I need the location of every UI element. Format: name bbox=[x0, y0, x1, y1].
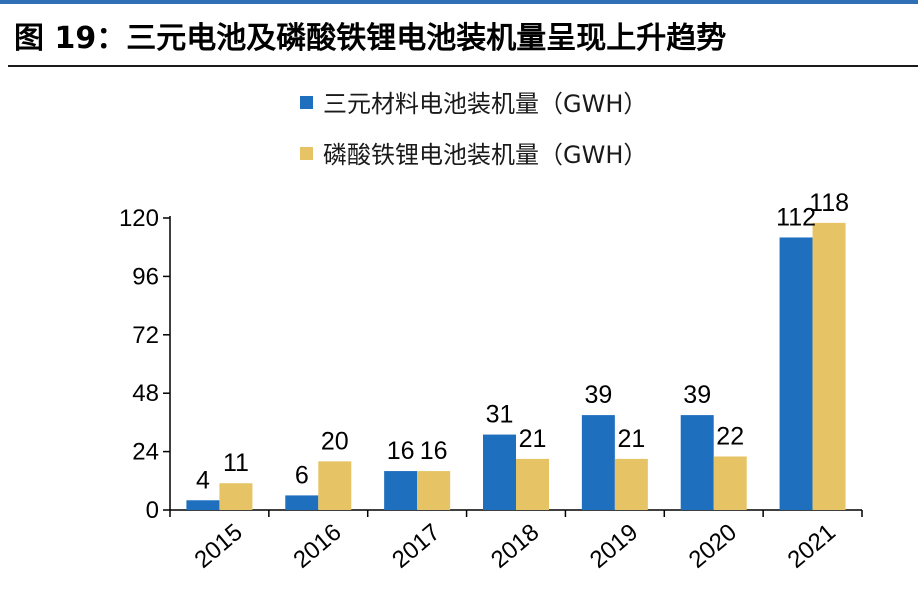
title-area: 图 19：三元电池及磷酸铁锂电池装机量呈现上升趋势 bbox=[0, 0, 918, 67]
bar-ternary-2015 bbox=[186, 500, 220, 510]
bar-lfp-2017 bbox=[417, 471, 451, 510]
x-tick-label: 2015 bbox=[189, 519, 247, 574]
data-label-lfp-2019: 21 bbox=[617, 425, 645, 453]
chart-title: 图 19：三元电池及磷酸铁锂电池装机量呈现上升趋势 bbox=[14, 21, 726, 56]
x-tick-label: 2019 bbox=[585, 519, 643, 574]
data-label-lfp-2020: 22 bbox=[716, 422, 744, 450]
y-tick-label: 0 bbox=[146, 497, 159, 524]
bars bbox=[186, 222, 846, 510]
y-tick-label: 96 bbox=[132, 263, 159, 290]
data-label-ternary-2017: 16 bbox=[387, 437, 415, 465]
bar-lfp-2018 bbox=[516, 458, 549, 510]
title-accent-bar bbox=[0, 0, 918, 4]
x-tick-label: 2018 bbox=[486, 519, 544, 574]
bar-ternary-2021 bbox=[779, 237, 813, 510]
legend-label-0: 三元材料电池装机量（GWH） bbox=[323, 90, 647, 118]
bar-ternary-2017 bbox=[384, 471, 418, 510]
bar-ternary-2016 bbox=[285, 495, 319, 510]
data-label-ternary-2019: 39 bbox=[584, 381, 612, 409]
legend-swatch-0 bbox=[300, 96, 313, 109]
legend-label-1: 磷酸铁锂电池装机量（GWH） bbox=[323, 141, 647, 169]
bar-ternary-2018 bbox=[483, 434, 516, 510]
legend: 三元材料电池装机量（GWH） 磷酸铁锂电池装机量（GWH） bbox=[300, 90, 647, 169]
data-label-ternary-2018: 31 bbox=[486, 401, 514, 429]
data-label-lfp-2018: 21 bbox=[519, 425, 547, 453]
x-tick-label: 2017 bbox=[387, 519, 445, 574]
x-tick-label: 2021 bbox=[783, 519, 841, 574]
x-tick-label: 2016 bbox=[288, 519, 346, 574]
bar-lfp-2020 bbox=[713, 456, 747, 510]
data-label-ternary-2016: 6 bbox=[295, 461, 309, 489]
y-tick-label: 24 bbox=[132, 439, 159, 466]
y-tick-label: 48 bbox=[132, 380, 159, 407]
bar-lfp-2019 bbox=[614, 458, 648, 510]
data-label-lfp-2016: 20 bbox=[321, 427, 349, 455]
data-label-ternary-2021: 112 bbox=[776, 203, 816, 231]
bar-ternary-2019 bbox=[581, 415, 615, 510]
data-label-lfp-2015: 11 bbox=[223, 449, 249, 477]
data-label-lfp-2021: 118 bbox=[809, 189, 849, 217]
bar-lfp-2015 bbox=[219, 483, 253, 510]
x-tick-label: 2020 bbox=[684, 519, 742, 574]
bar-ternary-2020 bbox=[680, 415, 714, 510]
bar-lfp-2016 bbox=[318, 461, 352, 510]
data-label-ternary-2020: 39 bbox=[683, 381, 711, 409]
y-tick-label: 120 bbox=[119, 205, 159, 232]
bar-lfp-2021 bbox=[812, 222, 846, 510]
data-label-ternary-2015: 4 bbox=[196, 466, 210, 494]
legend-swatch-1 bbox=[300, 147, 313, 160]
y-tick-label: 72 bbox=[132, 322, 159, 349]
data-label-lfp-2017: 16 bbox=[420, 437, 448, 465]
